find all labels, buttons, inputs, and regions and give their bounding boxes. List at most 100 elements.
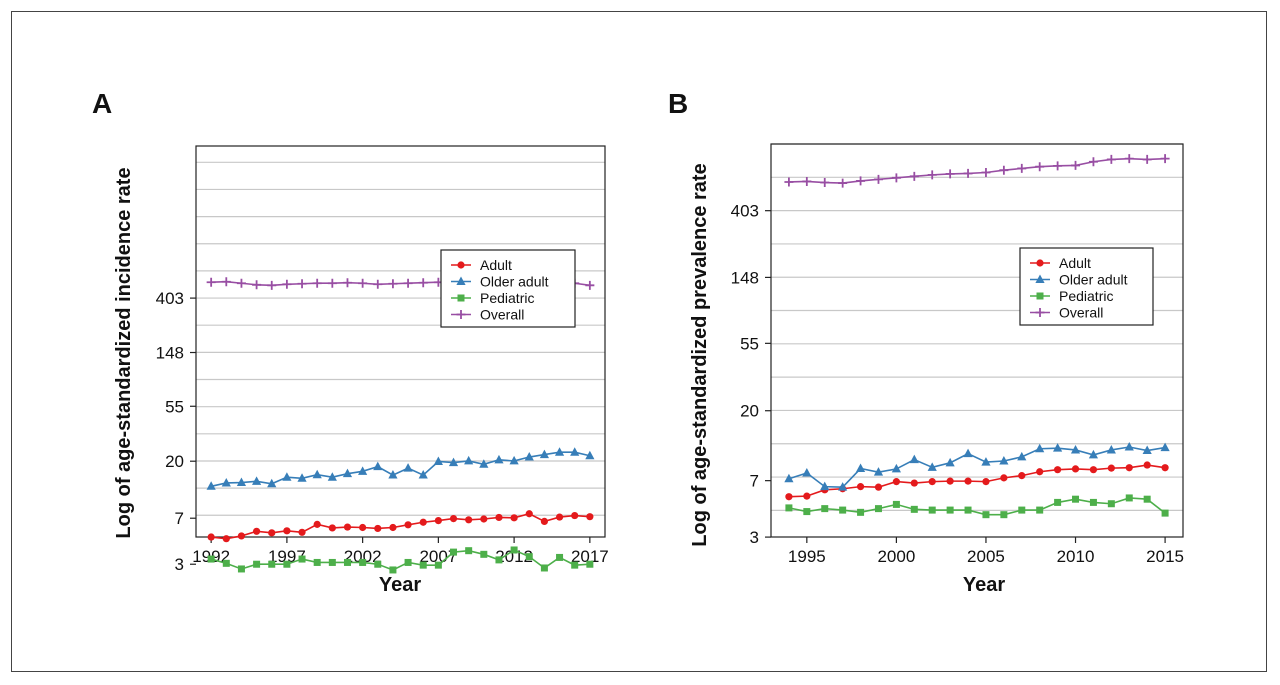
plot-area-b: 3 7 20 55 148 403 1995 2000 2005 2010 2015 AdultOld…	[731, 143, 1184, 566]
data-point-older-adult	[802, 468, 812, 477]
legend-label: Overall	[480, 307, 524, 323]
legend-label: Pediatric	[480, 290, 534, 306]
data-point-overall	[981, 167, 991, 177]
data-point-adult	[222, 535, 230, 543]
data-point-older-adult	[873, 467, 884, 476]
data-point-overall	[1124, 154, 1134, 164]
data-point-older-adult	[373, 461, 383, 471]
data-point-pediatric	[586, 560, 594, 568]
data-point-overall	[1017, 163, 1027, 173]
data-point-adult	[555, 513, 564, 521]
data-point-overall	[297, 279, 307, 289]
data-point-pediatric	[419, 561, 427, 569]
data-point-pediatric	[857, 508, 865, 516]
data-point-adult	[298, 528, 306, 536]
y-tick-label: 403	[156, 289, 184, 308]
data-point-pediatric	[1018, 506, 1026, 514]
y-tick-label: 7	[175, 509, 184, 528]
data-point-adult	[892, 478, 900, 486]
data-point-older-adult	[494, 454, 504, 464]
data-point-overall	[873, 174, 883, 184]
data-point-overall	[358, 278, 368, 288]
data-point-overall	[585, 280, 595, 290]
data-point-overall	[267, 280, 277, 290]
data-point-older-adult	[251, 476, 262, 485]
data-point-adult	[1143, 461, 1151, 469]
data-point-pediatric	[1143, 495, 1151, 503]
data-point-overall	[418, 278, 428, 288]
x-tick-label: 2005	[967, 547, 1005, 566]
data-point-overall	[1106, 154, 1116, 164]
data-point-older-adult	[585, 450, 595, 460]
data-point-older-adult	[297, 473, 307, 482]
data-point-pediatric	[253, 560, 261, 568]
data-point-overall	[963, 168, 973, 178]
data-point-pediatric	[1107, 500, 1115, 508]
data-point-pediatric	[946, 506, 954, 514]
data-point-older-adult	[342, 468, 353, 478]
data-point-older-adult	[206, 481, 216, 490]
data-point-pediatric	[874, 505, 882, 513]
series-line-adult	[788, 464, 1166, 498]
data-point-overall	[327, 278, 337, 288]
data-point-pediatric	[928, 506, 936, 514]
data-point-overall	[236, 278, 246, 288]
data-point-older-adult	[945, 457, 955, 467]
data-point-older-adult	[236, 477, 247, 487]
data-point-overall	[282, 279, 292, 289]
data-point-adult	[946, 477, 954, 485]
x-tick-label: 2015	[1146, 547, 1184, 566]
data-point-pediatric	[465, 547, 473, 555]
data-point-pediatric	[525, 553, 533, 561]
legend-label: Adult	[1059, 255, 1091, 271]
data-point-older-adult	[524, 452, 534, 461]
data-point-older-adult	[312, 469, 322, 479]
data-point-overall	[221, 277, 231, 287]
data-point-overall	[1142, 154, 1152, 164]
data-point-adult	[1036, 468, 1044, 476]
data-point-pediatric	[328, 558, 336, 566]
data-point-older-adult	[327, 472, 337, 481]
data-point-overall	[373, 279, 383, 289]
data-point-older-adult	[1035, 443, 1045, 453]
data-point-overall	[838, 178, 848, 188]
data-point-pediatric	[404, 558, 412, 566]
data-point-pediatric	[207, 555, 215, 563]
series-line-older-adult	[788, 446, 1166, 488]
y-tick-label: 403	[731, 202, 759, 221]
data-point-older-adult	[909, 454, 919, 464]
legend-marker	[1035, 308, 1045, 317]
data-point-older-adult	[267, 478, 277, 488]
data-point-older-adult	[554, 447, 565, 456]
data-point-pediatric	[1054, 498, 1062, 506]
x-tick-label: 2002	[344, 547, 382, 566]
x-axis-title-b: Year	[963, 574, 1005, 596]
data-point-older-adult	[927, 462, 937, 471]
data-point-pediatric	[982, 511, 990, 519]
data-point-adult	[389, 523, 397, 532]
data-point-overall	[312, 278, 322, 288]
data-point-pediatric	[839, 506, 847, 514]
legend-label: Overall	[1059, 305, 1103, 321]
data-point-adult	[343, 523, 352, 531]
data-point-adult	[207, 533, 215, 541]
data-point-adult	[1161, 464, 1169, 472]
data-point-older-adult	[1053, 443, 1063, 452]
data-point-adult	[571, 511, 579, 520]
data-point-older-adult	[282, 472, 292, 481]
data-point-pediatric	[1125, 494, 1133, 502]
data-point-pediatric	[343, 558, 351, 566]
data-point-older-adult	[838, 482, 848, 491]
y-tick-label: 20	[740, 402, 759, 421]
data-point-pediatric	[1000, 511, 1008, 519]
data-point-overall	[945, 169, 955, 179]
legend-marker	[457, 294, 465, 302]
data-point-overall	[802, 176, 812, 186]
data-point-pediatric	[803, 508, 811, 516]
data-point-older-adult	[464, 455, 474, 465]
data-point-pediatric	[313, 558, 321, 566]
data-point-older-adult	[1106, 444, 1116, 454]
x-tick-label: 2000	[877, 547, 915, 566]
legend-marker	[1035, 274, 1045, 283]
data-point-older-adult	[358, 466, 368, 475]
